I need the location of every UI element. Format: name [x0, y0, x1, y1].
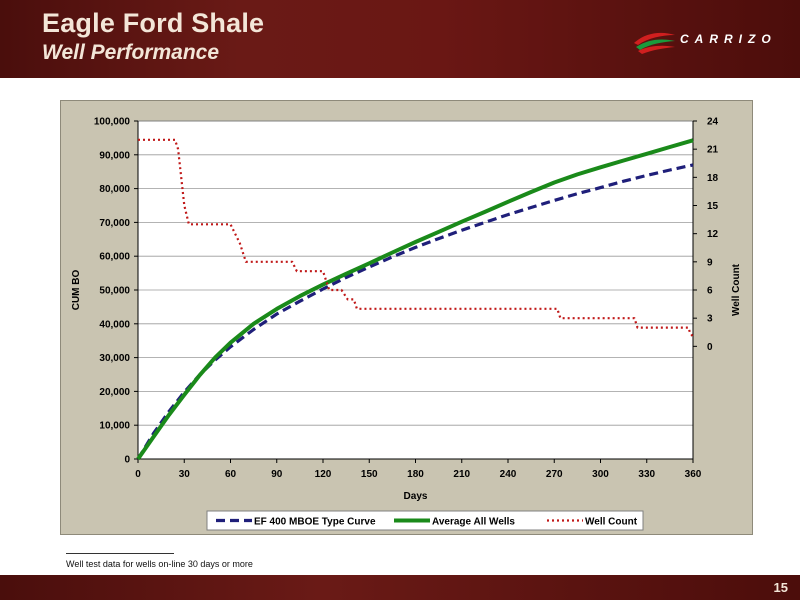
y2-tick-label: 18	[707, 173, 719, 184]
y2-tick-label: 12	[707, 229, 719, 240]
x-tick-label: 180	[407, 469, 424, 480]
y2-tick-label: 24	[707, 117, 719, 128]
company-logo-text: CARRIZO	[680, 32, 777, 46]
x-tick-label: 0	[135, 469, 141, 480]
y2-tick-label: 6	[707, 286, 713, 297]
x-tick-label: 210	[453, 469, 470, 480]
x-axis-label: Days	[404, 491, 428, 502]
x-tick-label: 270	[546, 469, 563, 480]
chart-panel: 0 10,000 20,000 30,000 40,000 50,000 60,000 70,…	[60, 100, 753, 535]
y-tick-label: 70,000	[99, 218, 130, 229]
y-axis-label: CUM BO	[71, 270, 82, 311]
x-tick-label: 90	[271, 469, 283, 480]
legend-label-2: Well Count	[585, 517, 638, 528]
y2-tick-label: 15	[707, 201, 719, 212]
y-tick-label: 80,000	[99, 184, 130, 195]
y-tick-label: 60,000	[99, 252, 130, 263]
y2-tick-label: 0	[707, 342, 713, 353]
y-tick-label: 20,000	[99, 387, 130, 398]
footnote: Well test data for wells on-line 30 days…	[66, 559, 253, 569]
y2-tick-label: 9	[707, 257, 713, 268]
x-tick-label: 330	[638, 469, 655, 480]
slide-subtitle: Well Performance	[42, 41, 220, 64]
slide-footer: 15	[0, 575, 800, 600]
y-tick-label: 100,000	[94, 117, 131, 128]
footnote-rule	[66, 553, 174, 554]
chart-legend: EF 400 MBOE Type Curve Average All Wells W…	[206, 510, 644, 531]
x-tick-label: 30	[179, 469, 191, 480]
x-tick-label: 360	[685, 469, 702, 480]
x-tick-label: 60	[225, 469, 237, 480]
x-tick-label: 150	[361, 469, 378, 480]
y-tick-label: 40,000	[99, 319, 130, 330]
logo-swoosh-icon	[634, 32, 675, 54]
y2-axis-label: Well Count	[731, 263, 742, 316]
y2-tick-label: 3	[707, 314, 713, 325]
y-tick-label: 10,000	[99, 421, 130, 432]
slide-header: Eagle Ford Shale Well Performance CARRIZ…	[0, 0, 800, 78]
y-tick-label: 30,000	[99, 353, 130, 364]
y-tick-label: 50,000	[99, 286, 130, 297]
x-tick-label: 240	[500, 469, 517, 480]
y-tick-label: 0	[124, 455, 130, 466]
x-tick-label: 120	[315, 469, 332, 480]
y-tick-label: 90,000	[99, 150, 130, 161]
slide-title: Eagle Ford Shale	[42, 8, 265, 38]
x-tick-label: 300	[592, 469, 609, 480]
y2-tick-label: 21	[707, 145, 719, 156]
chart-svg: 0 10,000 20,000 30,000 40,000 50,000 60,000 70,…	[71, 117, 742, 531]
legend-label-0: EF 400 MBOE Type Curve	[254, 517, 376, 528]
page-number: 15	[773, 580, 788, 595]
legend-label-1: Average All Wells	[432, 517, 515, 528]
series-line-1	[136, 138, 694, 461]
